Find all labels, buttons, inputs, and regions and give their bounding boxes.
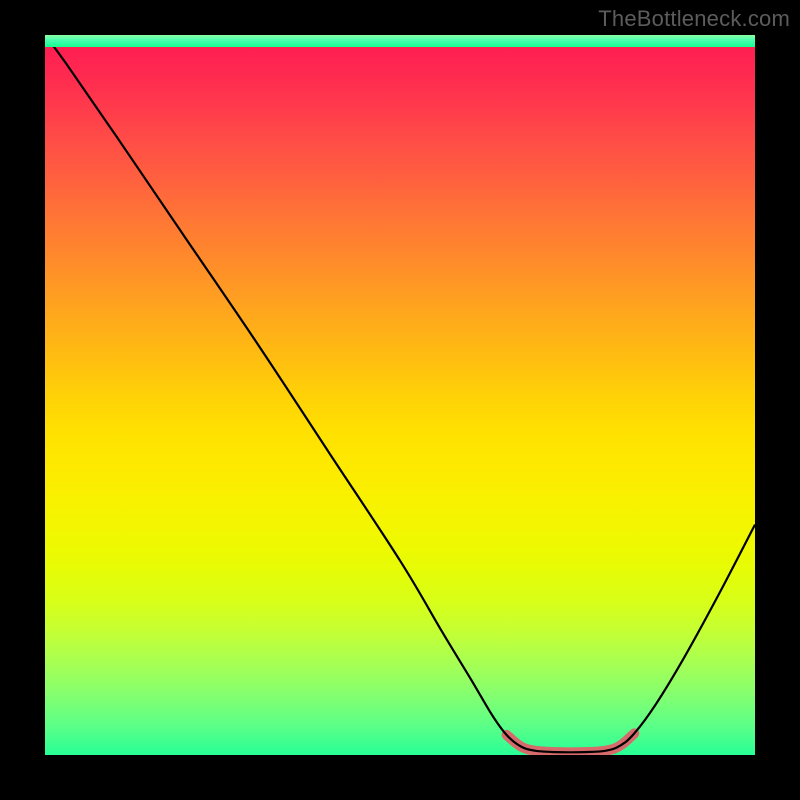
plot-area [45, 35, 755, 755]
bottleneck-curve [45, 35, 755, 755]
watermark-text: TheBottleneck.com [598, 6, 790, 32]
green-band [45, 35, 755, 47]
chart-frame: TheBottleneck.com [0, 0, 800, 800]
curve-line [45, 35, 755, 752]
